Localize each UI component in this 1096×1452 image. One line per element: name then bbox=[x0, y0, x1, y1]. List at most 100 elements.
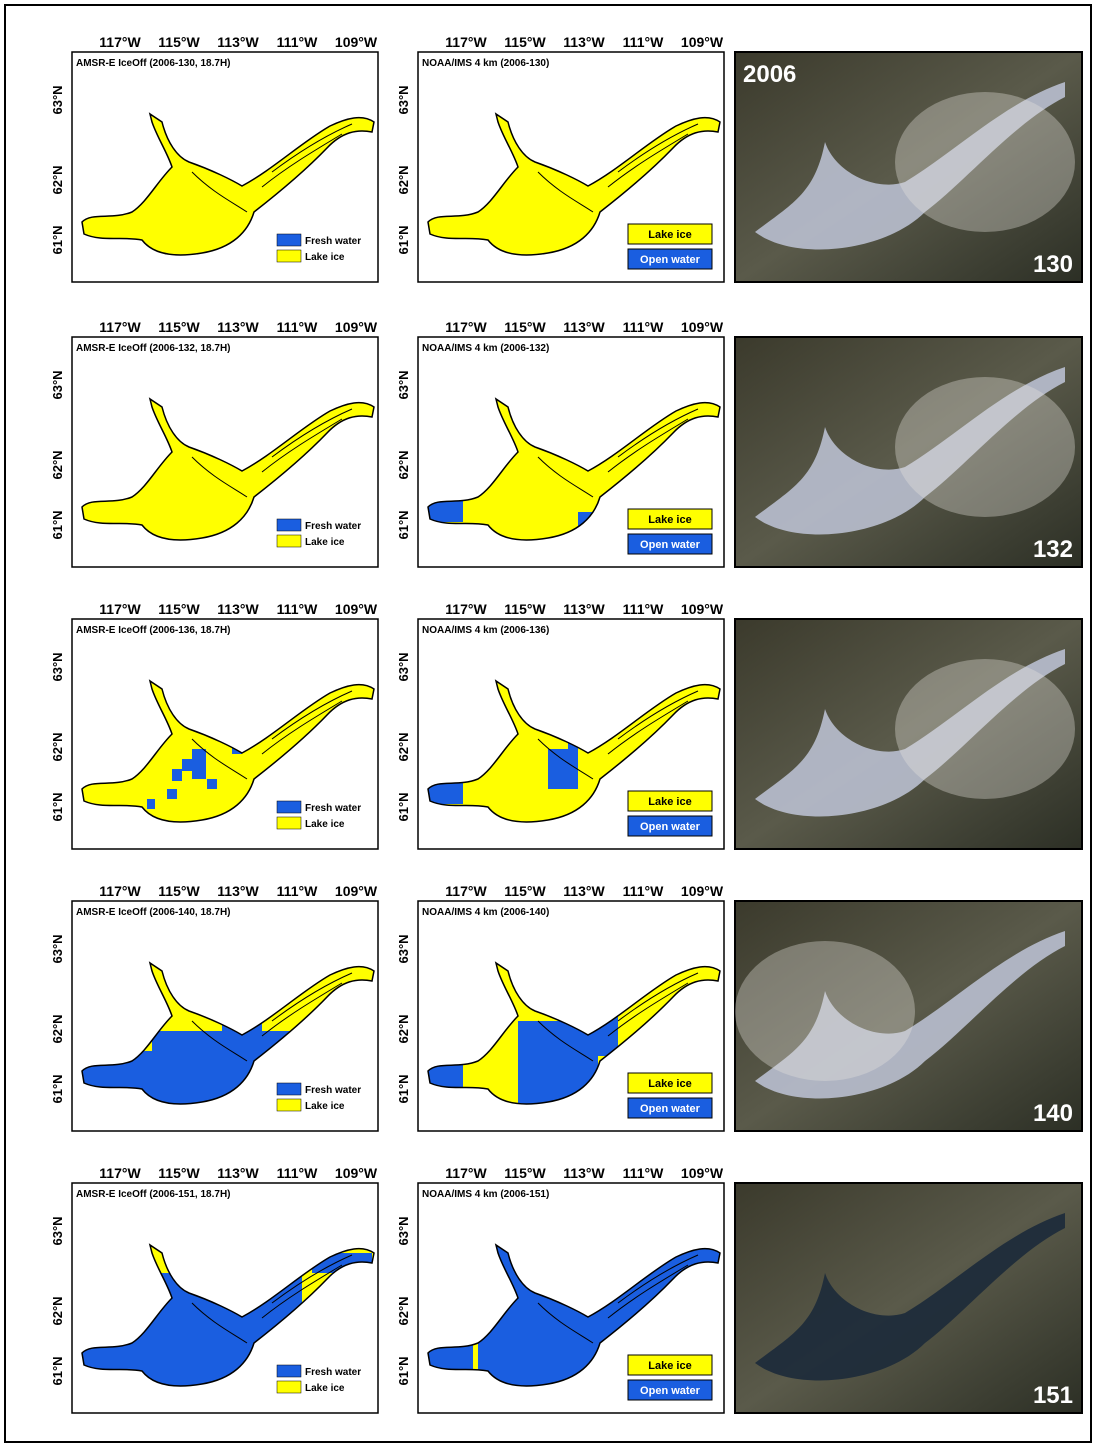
photo-cloud bbox=[895, 659, 1075, 799]
panel-title: AMSR-E IceOff (2006-130, 18.7H) bbox=[76, 58, 231, 69]
noaa-panel: 117°W115°W113°W111°W109°W63°N62°N61°NNOA… bbox=[396, 883, 724, 1131]
lon-tick-label: 113°W bbox=[217, 34, 259, 50]
lon-tick-label: 115°W bbox=[504, 1165, 546, 1181]
legend-swatch bbox=[277, 234, 301, 246]
amsr-panel: 117°W115°W113°W111°W109°W63°N62°N61°NAMS… bbox=[50, 601, 378, 849]
lon-tick-label: 109°W bbox=[681, 601, 724, 617]
legend-label: Lake ice bbox=[305, 252, 345, 263]
lat-tick-label: 63°N bbox=[396, 85, 411, 114]
panel-frame bbox=[418, 52, 724, 282]
lat-tick-label: 63°N bbox=[396, 934, 411, 963]
lon-tick-label: 115°W bbox=[158, 883, 200, 899]
lat-tick-label: 62°N bbox=[396, 165, 411, 194]
satellite-photo: 140 bbox=[735, 901, 1082, 1131]
panel-title: NOAA/IMS 4 km (2006-132) bbox=[422, 343, 549, 354]
lon-tick-label: 117°W bbox=[445, 883, 487, 899]
lat-tick-label: 62°N bbox=[396, 1014, 411, 1043]
panel-title: AMSR-E IceOff (2006-140, 18.7H) bbox=[76, 907, 231, 918]
lat-tick-label: 62°N bbox=[396, 450, 411, 479]
lat-tick-label: 62°N bbox=[50, 165, 65, 194]
lon-tick-label: 111°W bbox=[277, 883, 318, 899]
lon-tick-label: 117°W bbox=[445, 34, 487, 50]
photo-cloud bbox=[895, 377, 1075, 517]
lon-tick-label: 109°W bbox=[335, 34, 378, 50]
lon-tick-label: 115°W bbox=[158, 34, 200, 50]
panel-frame bbox=[72, 337, 378, 567]
legend-swatch bbox=[277, 535, 301, 547]
legend-label: Lake ice bbox=[648, 229, 691, 241]
lon-tick-label: 115°W bbox=[158, 319, 200, 335]
lon-tick-label: 109°W bbox=[335, 1165, 378, 1181]
legend-label: Fresh water bbox=[305, 1367, 361, 1378]
lon-tick-label: 111°W bbox=[623, 1165, 664, 1181]
lon-tick-label: 117°W bbox=[99, 883, 141, 899]
lon-tick-label: 109°W bbox=[681, 319, 724, 335]
photo-label: 132 bbox=[1033, 536, 1073, 563]
lat-tick-label: 62°N bbox=[396, 1296, 411, 1325]
lon-tick-label: 113°W bbox=[217, 601, 259, 617]
legend-swatch bbox=[277, 817, 301, 829]
water-patch bbox=[207, 779, 217, 789]
lat-tick-label: 61°N bbox=[396, 792, 411, 821]
panel-title: AMSR-E IceOff (2006-132, 18.7H) bbox=[76, 343, 231, 354]
lon-tick-label: 111°W bbox=[277, 34, 318, 50]
legend-swatch bbox=[277, 1099, 301, 1111]
lat-tick-label: 63°N bbox=[50, 85, 65, 114]
amsr-panel: 117°W115°W113°W111°W109°W63°N62°N61°NAMS… bbox=[50, 1165, 378, 1413]
legend-label: Lake ice bbox=[305, 1101, 345, 1112]
legend-label: Lake ice bbox=[305, 537, 345, 548]
lat-tick-label: 63°N bbox=[396, 652, 411, 681]
lat-tick-label: 61°N bbox=[396, 225, 411, 254]
photo-label: 151 bbox=[1033, 1382, 1073, 1409]
panel-title: AMSR-E IceOff (2006-151, 18.7H) bbox=[76, 1189, 231, 1200]
panel-frame bbox=[418, 1183, 724, 1413]
panel-frame bbox=[72, 901, 378, 1131]
legend-swatch bbox=[277, 1365, 301, 1377]
lon-tick-label: 117°W bbox=[445, 601, 487, 617]
legend-label: Open water bbox=[640, 1103, 701, 1115]
satellite-photo bbox=[735, 619, 1082, 849]
legend-label: Lake ice bbox=[305, 1383, 345, 1394]
lon-tick-label: 113°W bbox=[217, 319, 259, 335]
panel-title: NOAA/IMS 4 km (2006-151) bbox=[422, 1189, 549, 1200]
lon-tick-label: 113°W bbox=[563, 883, 605, 899]
amsr-panel: 117°W115°W113°W111°W109°W63°N62°N61°NAMS… bbox=[50, 319, 378, 567]
legend-label: Lake ice bbox=[648, 796, 691, 808]
lon-tick-label: 109°W bbox=[681, 34, 724, 50]
lon-tick-label: 111°W bbox=[623, 883, 664, 899]
lat-tick-label: 62°N bbox=[50, 1296, 65, 1325]
lon-tick-label: 117°W bbox=[445, 319, 487, 335]
legend-swatch bbox=[277, 801, 301, 813]
legend-label: Open water bbox=[640, 254, 701, 266]
noaa-panel: 117°W115°W113°W111°W109°W63°N62°N61°NNOA… bbox=[396, 319, 724, 567]
panel-title: NOAA/IMS 4 km (2006-130) bbox=[422, 58, 549, 69]
legend-swatch bbox=[277, 1381, 301, 1393]
lon-tick-label: 113°W bbox=[563, 319, 605, 335]
photo-cloud bbox=[895, 92, 1075, 232]
lon-tick-label: 109°W bbox=[335, 319, 378, 335]
water-patch bbox=[167, 789, 177, 799]
lon-tick-label: 109°W bbox=[681, 1165, 724, 1181]
panel-title: NOAA/IMS 4 km (2006-140) bbox=[422, 907, 549, 918]
water-patch bbox=[548, 749, 578, 789]
legend-label: Lake ice bbox=[648, 1078, 691, 1090]
lat-tick-label: 63°N bbox=[396, 1216, 411, 1245]
lon-tick-label: 113°W bbox=[563, 34, 605, 50]
lat-tick-label: 62°N bbox=[50, 732, 65, 761]
legend-label: Fresh water bbox=[305, 521, 361, 532]
lon-tick-label: 113°W bbox=[563, 1165, 605, 1181]
lon-tick-label: 109°W bbox=[335, 883, 378, 899]
lat-tick-label: 61°N bbox=[396, 1074, 411, 1103]
lon-tick-label: 111°W bbox=[623, 601, 664, 617]
lon-tick-label: 113°W bbox=[217, 1165, 259, 1181]
lat-tick-label: 62°N bbox=[50, 450, 65, 479]
lat-tick-label: 61°N bbox=[396, 510, 411, 539]
panel-frame bbox=[418, 337, 724, 567]
lon-tick-label: 109°W bbox=[681, 883, 724, 899]
photo-label: 140 bbox=[1033, 1100, 1073, 1127]
satellite-photo: 132 bbox=[735, 337, 1082, 567]
legend-label: Lake ice bbox=[305, 819, 345, 830]
lon-tick-label: 111°W bbox=[623, 319, 664, 335]
